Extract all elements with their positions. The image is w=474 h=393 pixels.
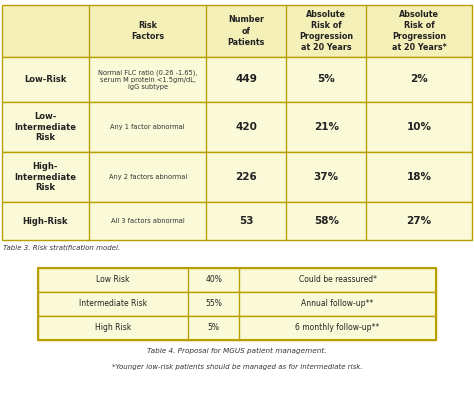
Text: 55%: 55% [205, 299, 222, 309]
Text: Any 2 factors abnormal: Any 2 factors abnormal [109, 174, 187, 180]
Text: *Younger low-risk patients should be managed as for intermediate risk.: *Younger low-risk patients should be man… [112, 364, 362, 370]
Text: Table 4. Proposal for MGUS patient management.: Table 4. Proposal for MGUS patient manag… [147, 348, 327, 354]
Bar [2, 57, 472, 102]
Text: Absolute
Risk of
Progression
at 20 Years*: Absolute Risk of Progression at 20 Years… [392, 10, 447, 52]
Text: 18%: 18% [407, 172, 432, 182]
Text: 5%: 5% [318, 75, 335, 84]
Text: 58%: 58% [314, 216, 339, 226]
Text: 53: 53 [239, 216, 254, 226]
Text: 2%: 2% [410, 75, 428, 84]
Text: Intermediate Risk: Intermediate Risk [79, 299, 147, 309]
Text: 420: 420 [236, 122, 257, 132]
Text: Table 3. Risk stratification model.: Table 3. Risk stratification model. [3, 245, 120, 251]
Text: Absolute
Risk of
Progression
at 20 Years: Absolute Risk of Progression at 20 Years [299, 10, 353, 52]
Text: 5%: 5% [208, 323, 220, 332]
Text: High-Risk: High-Risk [23, 217, 68, 226]
Text: Low Risk: Low Risk [96, 275, 130, 285]
Bar [38, 316, 436, 340]
Text: Number
of
Patients: Number of Patients [228, 15, 265, 47]
Text: High-
Intermediate
Risk: High- Intermediate Risk [15, 162, 76, 192]
Text: Annual follow-up**: Annual follow-up** [301, 299, 374, 309]
Text: 37%: 37% [314, 172, 339, 182]
Bar [2, 152, 472, 202]
Text: All 3 factors abnormal: All 3 factors abnormal [111, 218, 184, 224]
Text: 27%: 27% [407, 216, 432, 226]
Text: 6 monthly follow-up**: 6 monthly follow-up** [295, 323, 380, 332]
Text: Risk
Factors: Risk Factors [131, 21, 164, 41]
Text: 10%: 10% [407, 122, 432, 132]
Bar [38, 268, 436, 340]
Bar [2, 5, 472, 57]
Text: Normal FLC ratio (0.26 -1.65),
serum M protein <1.5gm/dL,
IgG subtype: Normal FLC ratio (0.26 -1.65), serum M p… [98, 69, 197, 90]
Text: 21%: 21% [314, 122, 339, 132]
Bar [38, 292, 436, 316]
Text: Any 1 factor abnormal: Any 1 factor abnormal [110, 124, 185, 130]
Bar [2, 102, 472, 152]
Text: Could be reassured*: Could be reassured* [299, 275, 377, 285]
Text: Low-
Intermediate
Risk: Low- Intermediate Risk [15, 112, 76, 142]
Text: Low-Risk: Low-Risk [24, 75, 67, 84]
Text: 226: 226 [236, 172, 257, 182]
Bar [38, 268, 436, 292]
Bar [2, 202, 472, 240]
Text: 449: 449 [236, 75, 257, 84]
Text: High Risk: High Risk [95, 323, 131, 332]
Text: 40%: 40% [205, 275, 222, 285]
